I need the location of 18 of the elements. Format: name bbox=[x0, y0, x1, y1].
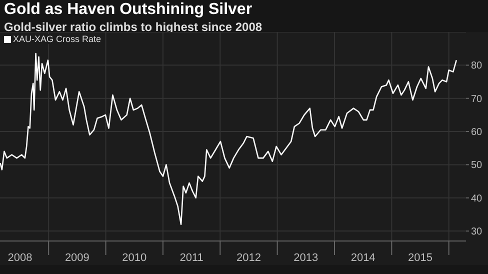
x-tick-label: 2010 bbox=[122, 252, 147, 264]
y-tick-label: 80 bbox=[471, 60, 483, 72]
x-tick-label: 2011 bbox=[180, 252, 204, 264]
x-tick-label: 2012 bbox=[236, 252, 261, 264]
legend-label: XAU-XAG Cross Rate bbox=[4, 34, 102, 44]
chart-subtitle: Gold-silver ratio climbs to highest since 2008 bbox=[4, 20, 262, 34]
y-tick-label: 40 bbox=[471, 193, 483, 204]
y-tick-label: 50 bbox=[471, 160, 483, 172]
x-tick-label: 2015 bbox=[408, 252, 432, 264]
y-tick-label: 70 bbox=[471, 94, 483, 105]
x-tick-label: 2014 bbox=[350, 252, 376, 264]
y-tick-label: 30 bbox=[471, 226, 483, 238]
x-tick-label: 2009 bbox=[64, 252, 90, 264]
x-tick-label: 2008 bbox=[8, 252, 32, 264]
chart-title: Gold as Haven Outshining Silver bbox=[4, 1, 252, 19]
x-tick-label: 2013 bbox=[294, 252, 318, 264]
y-tick-label: 60 bbox=[471, 127, 483, 138]
line-series bbox=[0, 52, 458, 226]
